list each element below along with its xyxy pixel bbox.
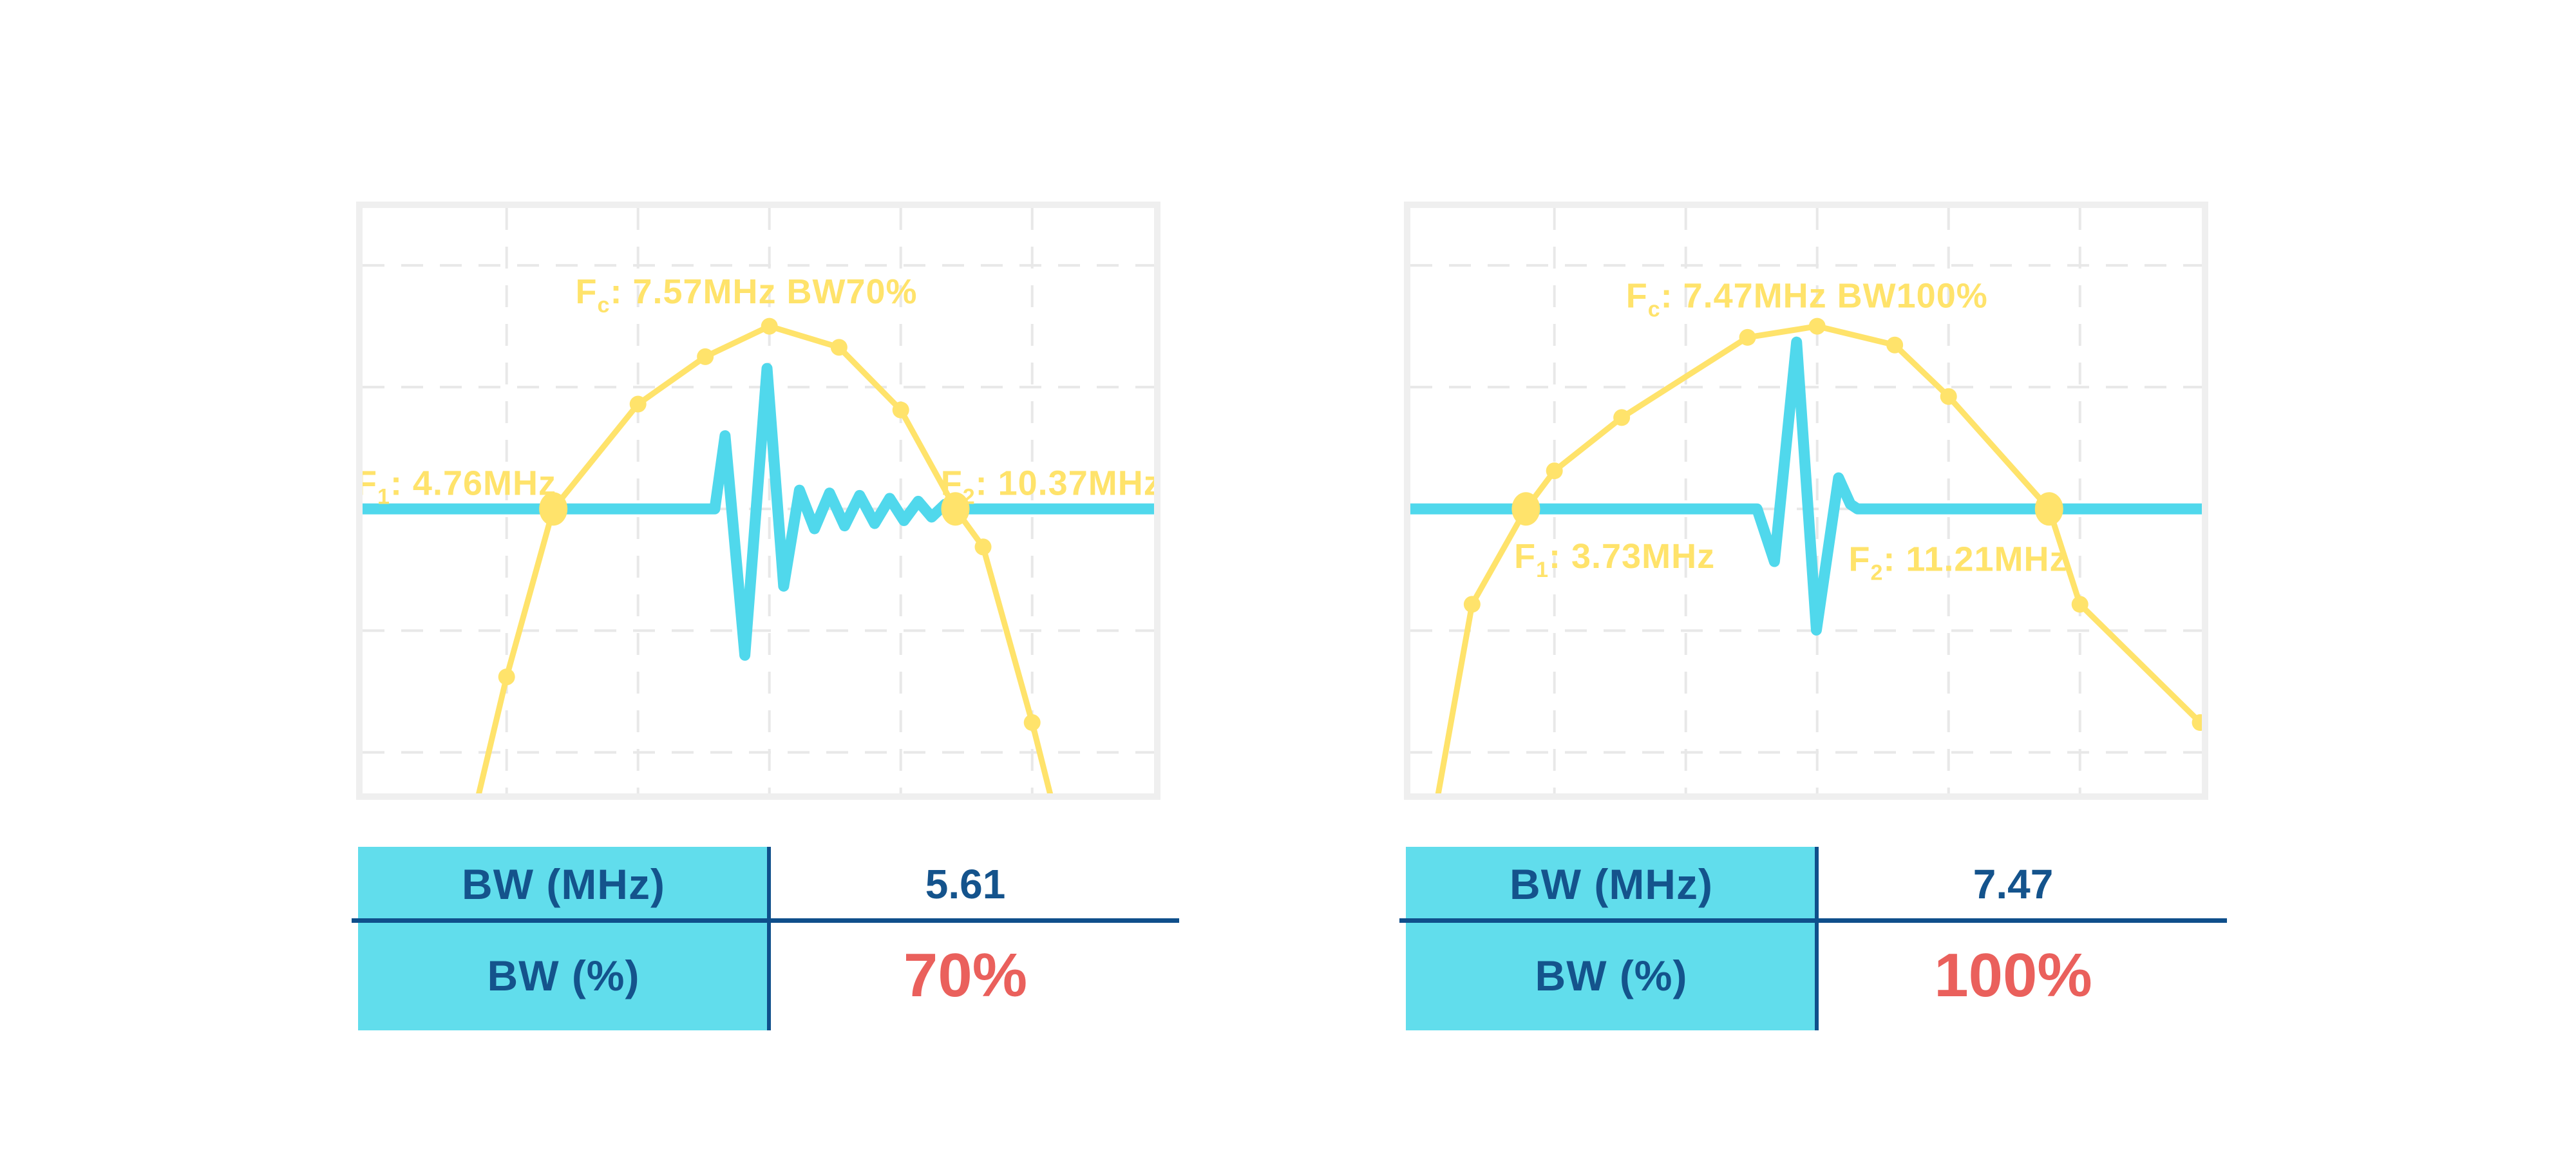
fc-label: Fc: 7.47MHz BW100% bbox=[1626, 277, 1988, 322]
spectrum-point-marker bbox=[1940, 388, 1957, 405]
table-header-bw-mhz: BW (MHz) bbox=[1406, 847, 1817, 921]
cutoff-frequency-marker bbox=[2034, 492, 2063, 526]
table-value-bw-mhz: 7.47 bbox=[1817, 847, 2210, 921]
f2-label: F2: 11.21MHz bbox=[1848, 540, 2067, 585]
bw-percent-value: 70% bbox=[903, 941, 1028, 1010]
table-column-divider bbox=[767, 847, 771, 1030]
table-value-bw-mhz: 5.61 bbox=[769, 847, 1162, 921]
cutoff-frequency-marker bbox=[539, 492, 568, 526]
table-column-divider bbox=[1815, 847, 1819, 1030]
spectrum-point-marker bbox=[2192, 714, 2202, 732]
spectrum-point-marker bbox=[629, 395, 647, 413]
f2-label: F2: 10.37MHz bbox=[941, 464, 1154, 509]
bw-mhz-value: 5.61 bbox=[925, 860, 1006, 907]
spectrum-point-marker bbox=[1808, 317, 1826, 335]
spectrum-curve bbox=[476, 323, 1054, 793]
spectrum-point-marker bbox=[974, 538, 992, 556]
fc-label: Fc: 7.57MHz BW70% bbox=[576, 272, 918, 317]
right-chart-plot-area: Fc: 7.47MHz BW100% F1: 3.73MHz F2: 11.21MH… bbox=[1410, 208, 2202, 793]
spectrum-point-marker bbox=[1613, 409, 1631, 426]
left-bandwidth-chart: Fc: 7.57MHz BW70% F1: 4.76MHz F2: 10.37MHz bbox=[356, 202, 1160, 800]
spectrum-point-marker bbox=[1739, 328, 1756, 346]
spectrum-point-marker bbox=[498, 668, 515, 686]
cutoff-frequency-marker bbox=[941, 492, 970, 526]
spectrum-point-marker bbox=[892, 401, 909, 419]
spectrum-point-marker bbox=[761, 317, 778, 335]
spectrum-point-marker bbox=[2071, 596, 2088, 613]
table-header-label: BW (%) bbox=[1535, 952, 1688, 999]
spectrum-point-marker bbox=[830, 339, 848, 356]
spectrum-point-marker bbox=[697, 348, 714, 365]
right-bandwidth-table: BW (MHz) 7.47 BW (%) 100% bbox=[1399, 847, 2227, 1030]
spectrum-point-marker bbox=[1546, 462, 1563, 480]
left-bandwidth-table: BW (MHz) 5.61 BW (%) 70% bbox=[352, 847, 1179, 1030]
f1-label: F1: 4.76MHz bbox=[363, 464, 556, 509]
table-value-bw-percent: 100% bbox=[1817, 921, 2210, 1030]
bw-mhz-value: 7.47 bbox=[1973, 860, 2054, 907]
table-header-label: BW (MHz) bbox=[462, 860, 665, 908]
pulse-waveform-line bbox=[363, 363, 1154, 661]
table-row-divider bbox=[352, 918, 1179, 923]
spectrum-point-marker bbox=[1463, 596, 1481, 613]
spectrum-point-marker bbox=[1886, 336, 1904, 354]
table-header-label: BW (MHz) bbox=[1510, 860, 1713, 908]
f1-label: F1: 3.73MHz bbox=[1514, 537, 1715, 582]
table-value-bw-percent: 70% bbox=[769, 921, 1162, 1030]
table-row-divider bbox=[1399, 918, 2227, 923]
cutoff-frequency-marker bbox=[1511, 492, 1540, 526]
table-header-bw-percent: BW (%) bbox=[358, 921, 769, 1030]
table-header-bw-mhz: BW (MHz) bbox=[358, 847, 769, 921]
spectrum-point-marker bbox=[1023, 714, 1041, 732]
left-chart-plot-area: Fc: 7.57MHz BW70% F1: 4.76MHz F2: 10.37MHz bbox=[363, 208, 1154, 793]
table-header-bw-percent: BW (%) bbox=[1406, 921, 1817, 1030]
bw-percent-value: 100% bbox=[1934, 941, 2092, 1010]
right-bandwidth-chart: Fc: 7.47MHz BW100% F1: 3.73MHz F2: 11.21MH… bbox=[1404, 202, 2208, 800]
spectrum-curve bbox=[1435, 323, 2202, 793]
pulse-waveform-line bbox=[1410, 336, 2202, 636]
table-header-label: BW (%) bbox=[487, 952, 640, 999]
